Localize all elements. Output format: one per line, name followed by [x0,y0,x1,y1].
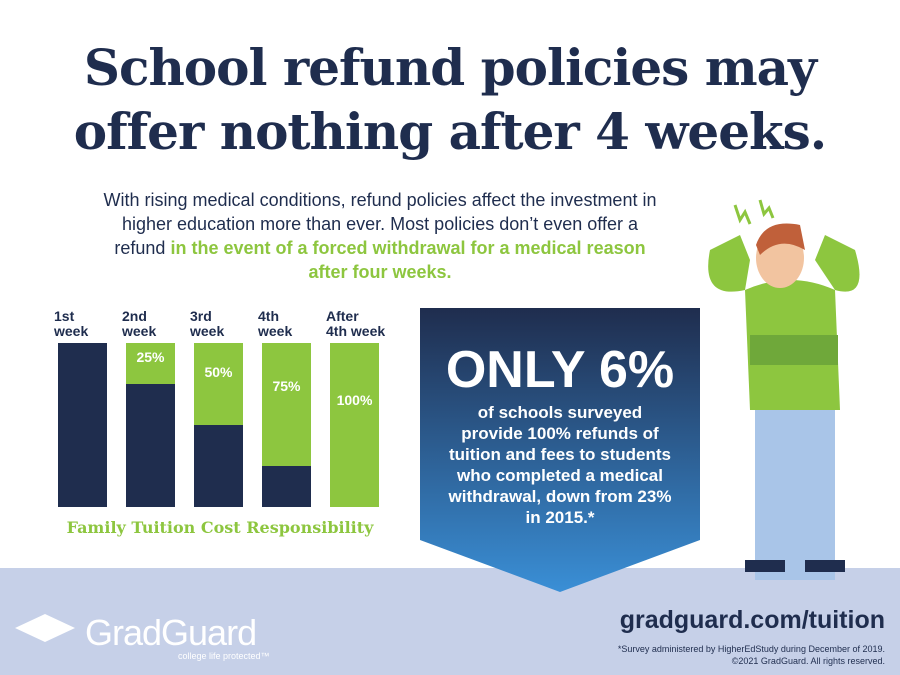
footnote: ©2021 GradGuard. All rights reserved. [731,656,885,666]
x-tick-label: 2nd week [122,308,157,339]
footnote: *Survey administered by HigherEdStudy du… [617,644,885,654]
tagline: college life protected™ [178,651,270,661]
title: offer nothing after 4 weeks. [73,102,827,161]
bar-segment [194,343,243,425]
x-tick-label: After 4th week [326,308,386,339]
logo: GradGuard [85,612,257,653]
chart-title: Family Tuition Cost Responsibility [66,518,374,537]
intro-text: With rising medical conditions, refund p… [103,190,657,258]
x-tick-label: 4th week [258,308,293,339]
value-label: 25% [136,349,165,366]
intro-highlight: in the event of a forced withdrawal for … [170,238,646,282]
bar-segment [262,343,311,466]
bar-segment [262,466,311,507]
title: School refund policies may [83,38,817,97]
value-label: 100% [336,392,373,409]
bar-segment [194,425,243,507]
intro: With rising medical conditions, refund p… [100,188,660,284]
bar-segment [126,384,175,507]
bar-segment [126,343,175,384]
person-illustration [708,199,860,580]
value-label: 50% [204,363,233,380]
value-label: 75% [272,378,301,395]
callout-shape [420,308,700,592]
bar-segment [58,343,107,507]
logo-cap [15,614,75,642]
x-tick-label: 3rd week [190,308,225,339]
x-tick-label: 1st week [54,308,89,339]
footer-band [0,568,900,675]
bar-segment [330,343,379,507]
callout-text: of schools surveyed provide 100% refunds… [448,403,672,527]
url: gradguard.com/tuition [619,606,885,634]
callout-headline: ONLY 6% [445,341,675,399]
